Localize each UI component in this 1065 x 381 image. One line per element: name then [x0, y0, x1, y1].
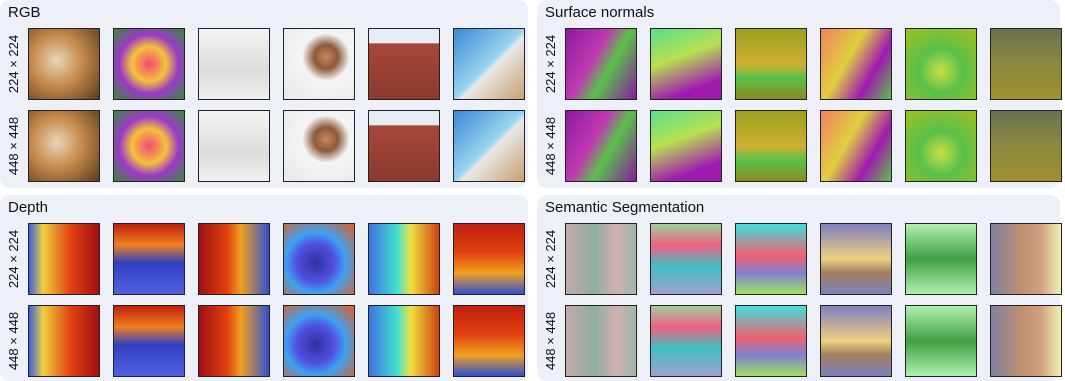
image-tile — [283, 110, 355, 182]
image-tile — [28, 28, 100, 100]
image-tile — [113, 305, 185, 377]
image-tile — [650, 223, 722, 295]
image-tile — [565, 223, 637, 295]
image-tile — [368, 223, 440, 295]
figure: RGB 224 × 224 448 × 448 Surface normals 224 … — [0, 0, 1065, 381]
row-label: 448 × 448 — [6, 106, 22, 186]
image-tile — [990, 223, 1062, 295]
image-tile — [453, 28, 525, 100]
row-label: 448 × 448 — [543, 106, 559, 186]
row-label: 224 × 224 — [543, 219, 559, 299]
panel-title: Surface normals — [545, 4, 654, 21]
image-tile — [735, 223, 807, 295]
image-tile — [28, 305, 100, 377]
image-tile — [368, 305, 440, 377]
image-tile — [565, 28, 637, 100]
row-label: 448 × 448 — [6, 301, 22, 381]
image-tile — [28, 110, 100, 182]
image-tile — [905, 110, 977, 182]
image-tile — [283, 28, 355, 100]
panel-title: Semantic Segmentation — [545, 199, 704, 216]
image-tile — [198, 305, 270, 377]
image-tile — [113, 110, 185, 182]
panel: RGB 224 × 224 448 × 448 — [0, 0, 528, 188]
image-tile — [113, 223, 185, 295]
image-tile — [735, 305, 807, 377]
image-tile — [990, 305, 1062, 377]
image-tile — [650, 28, 722, 100]
image-tile — [650, 110, 722, 182]
row-label: 224 × 224 — [6, 219, 22, 299]
image-tile — [565, 110, 637, 182]
panel: Semantic Segmentation 224 × 224 448 × 448 — [537, 195, 1060, 381]
image-tile — [905, 223, 977, 295]
image-tile — [565, 305, 637, 377]
image-tile — [735, 110, 807, 182]
row-label: 448 × 448 — [543, 301, 559, 381]
image-tile — [650, 305, 722, 377]
image-tile — [990, 28, 1062, 100]
image-tile — [820, 28, 892, 100]
row-label: 224 × 224 — [6, 24, 22, 104]
image-tile — [113, 28, 185, 100]
image-tile — [453, 305, 525, 377]
image-tile — [735, 28, 807, 100]
image-tile — [28, 223, 100, 295]
image-tile — [990, 110, 1062, 182]
image-tile — [368, 28, 440, 100]
image-tile — [198, 110, 270, 182]
image-tile — [453, 110, 525, 182]
image-tile — [198, 223, 270, 295]
image-tile — [283, 223, 355, 295]
image-tile — [905, 305, 977, 377]
image-tile — [820, 223, 892, 295]
panel-title: RGB — [8, 4, 41, 21]
panel-title: Depth — [8, 199, 48, 216]
image-tile — [368, 110, 440, 182]
image-tile — [198, 28, 270, 100]
image-tile — [905, 28, 977, 100]
image-tile — [283, 305, 355, 377]
panel: Depth 224 × 224 448 × 448 — [0, 195, 528, 381]
panel: Surface normals 224 × 224 448 × 448 — [537, 0, 1060, 188]
image-tile — [820, 110, 892, 182]
image-tile — [453, 223, 525, 295]
image-tile — [820, 305, 892, 377]
row-label: 224 × 224 — [543, 24, 559, 104]
